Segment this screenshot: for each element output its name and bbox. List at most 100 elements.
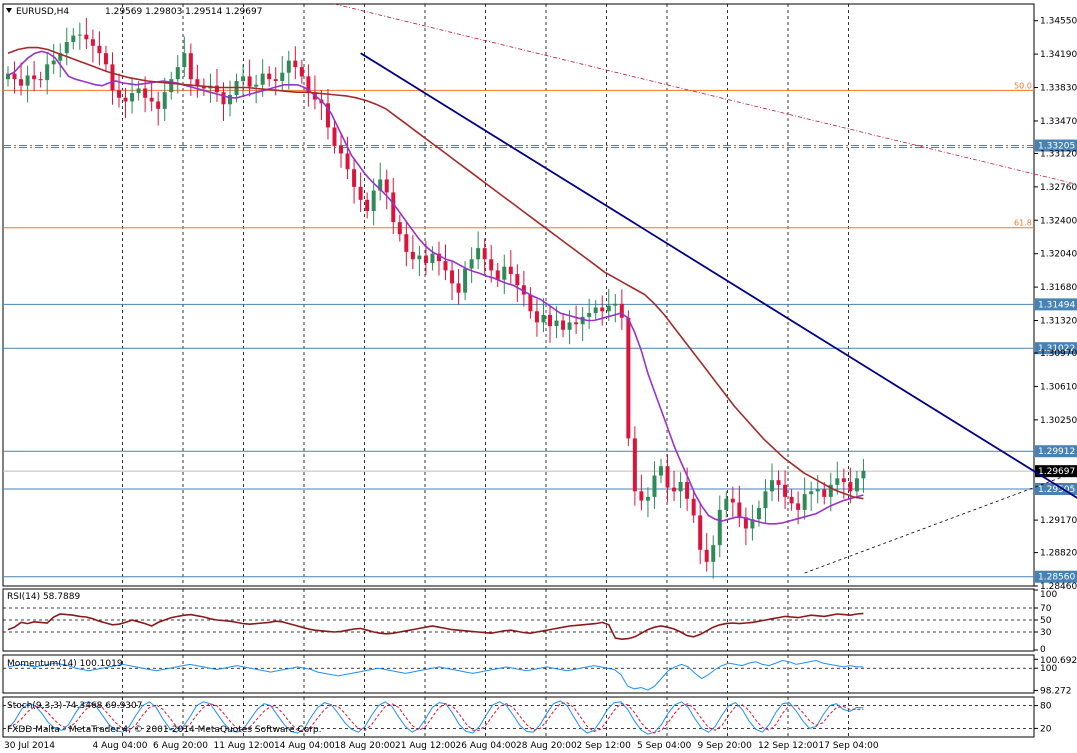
time-label-2: 6 Aug 20:00 bbox=[153, 741, 208, 751]
time-label-10: 5 Sep 04:00 bbox=[637, 741, 692, 751]
momentum-line bbox=[7, 659, 864, 691]
time-label-7: 26 Aug 04:00 bbox=[456, 741, 517, 751]
candle-body bbox=[397, 222, 402, 235]
price-tick-label: 1.33830 bbox=[1040, 84, 1077, 94]
candle-body bbox=[267, 73, 272, 80]
candle-body bbox=[587, 313, 592, 317]
trendlines bbox=[334, 3, 1077, 574]
price-tick-label: 1.32400 bbox=[1040, 216, 1077, 226]
candle-body bbox=[835, 478, 840, 485]
candle-body bbox=[332, 127, 337, 147]
candle-body bbox=[495, 270, 500, 280]
time-label-8: 28 Aug 20:00 bbox=[516, 741, 577, 751]
candle-body bbox=[534, 311, 539, 323]
price-pane-frame bbox=[2, 3, 1035, 587]
candle-body bbox=[756, 508, 761, 520]
rsi-line bbox=[7, 612, 864, 641]
price-tick-label: 1.34190 bbox=[1040, 50, 1077, 60]
candle-body bbox=[574, 322, 579, 325]
candle-body bbox=[659, 466, 663, 476]
candle-body bbox=[645, 496, 650, 501]
tick-label: 0 bbox=[1040, 645, 1046, 655]
price-tick-label: 1.30970 bbox=[1040, 349, 1077, 359]
candle-body bbox=[110, 64, 115, 91]
stoch-pane[interactable]: 80 20 Stoch(9,3,3) 74.3468 69.9307 FXDD M… bbox=[2, 696, 1052, 738]
candle-body bbox=[815, 489, 820, 492]
candle-body bbox=[456, 283, 461, 293]
candle-body bbox=[195, 79, 200, 86]
tick-label: 98.272 bbox=[1040, 686, 1072, 696]
candle-body bbox=[606, 305, 611, 312]
price-axis: 1.34550 1.34190 1.33830 1.33470 1.33120 1.327… bbox=[1034, 17, 1077, 592]
candle-body bbox=[149, 97, 154, 102]
tick-label: 70 bbox=[1040, 604, 1052, 614]
momentum-pane[interactable]: 100.6926100 98.272 Momentum(14) 100.1019 bbox=[2, 654, 1077, 696]
time-label-11: 9 Sep 20:00 bbox=[698, 741, 753, 751]
candle-body bbox=[410, 251, 415, 260]
time-label-6: 21 Aug 12:00 bbox=[395, 741, 456, 751]
candle-body bbox=[182, 53, 187, 68]
candle-body bbox=[770, 480, 775, 492]
candle-body bbox=[737, 502, 742, 518]
stoch-content: 80 20 bbox=[3, 700, 1052, 735]
candle-body bbox=[463, 268, 468, 293]
candle-body bbox=[156, 101, 161, 109]
level-price-box bbox=[1035, 298, 1077, 311]
candle-body bbox=[489, 259, 494, 271]
time-label-5: 18 Aug 20:00 bbox=[335, 741, 396, 751]
time-label-12: 12 Sep 12:00 bbox=[758, 741, 818, 751]
price-tick-label: 1.31680 bbox=[1040, 283, 1077, 293]
candle-body bbox=[90, 39, 95, 46]
candle-body bbox=[502, 266, 507, 280]
level-price-label: 1.28560 bbox=[1038, 573, 1075, 583]
candle-body bbox=[77, 34, 82, 36]
candle-body bbox=[541, 314, 546, 323]
candle-body bbox=[228, 94, 233, 105]
rsi-pane[interactable]: 100 70 50 30 0 RSI(14) 58.7889 bbox=[2, 588, 1057, 655]
candle-body bbox=[547, 314, 552, 327]
candle-body bbox=[214, 85, 219, 93]
candle-body bbox=[286, 60, 291, 73]
candle-body bbox=[521, 285, 526, 295]
level-price-box bbox=[1035, 445, 1077, 458]
time-label-13: 17 Sep 04:00 bbox=[819, 741, 879, 751]
candle-body bbox=[371, 190, 376, 211]
trendline-descending bbox=[360, 52, 1077, 499]
candle-body bbox=[528, 294, 533, 312]
price-tick-label: 1.34550 bbox=[1040, 17, 1077, 27]
level-price-box bbox=[1035, 570, 1077, 583]
candle-body bbox=[417, 255, 422, 260]
candle-body bbox=[136, 88, 141, 94]
candles bbox=[6, 17, 866, 579]
candle-body bbox=[117, 90, 122, 98]
candle-body bbox=[717, 509, 722, 546]
candle-body bbox=[188, 53, 193, 80]
symbol-header: EURUSD,H4 bbox=[16, 7, 69, 17]
current-price-label: 1.29697 bbox=[1038, 467, 1075, 477]
horizontal-levels: 1.33205 1.31494 1.31022 1.29912 1.29505 1.285… bbox=[3, 81, 1077, 583]
level-price-box bbox=[1035, 342, 1077, 355]
candle-body bbox=[822, 489, 827, 497]
candle-body bbox=[123, 97, 128, 102]
price-tick-label: 1.33120 bbox=[1040, 149, 1077, 159]
stoch-pane-frame bbox=[2, 696, 1035, 738]
candle-body bbox=[6, 73, 10, 80]
collapse-triangle-icon[interactable] bbox=[6, 8, 12, 13]
candle-body bbox=[580, 316, 585, 325]
level-price-label: 1.33205 bbox=[1038, 142, 1075, 152]
time-label-1: 4 Aug 04:00 bbox=[93, 741, 148, 751]
candle-body bbox=[704, 549, 709, 562]
level-price-box bbox=[1035, 139, 1077, 152]
candle-body bbox=[384, 179, 389, 193]
price-pane[interactable]: 1.33205 1.31494 1.31022 1.29912 1.29505 1.285… bbox=[2, 3, 1077, 737]
candle-body bbox=[691, 498, 696, 516]
current-price-box bbox=[1035, 465, 1077, 478]
momentum-label: Momentum(14) 100.1019 bbox=[7, 659, 123, 669]
candle-body bbox=[750, 519, 755, 529]
candle-body bbox=[38, 79, 43, 81]
candle-body bbox=[469, 259, 474, 269]
candle-body bbox=[299, 67, 304, 77]
momentum-pane-frame bbox=[2, 654, 1035, 694]
stoch-label: Stoch(9,3,3) 74.3468 69.9307 bbox=[7, 701, 142, 711]
